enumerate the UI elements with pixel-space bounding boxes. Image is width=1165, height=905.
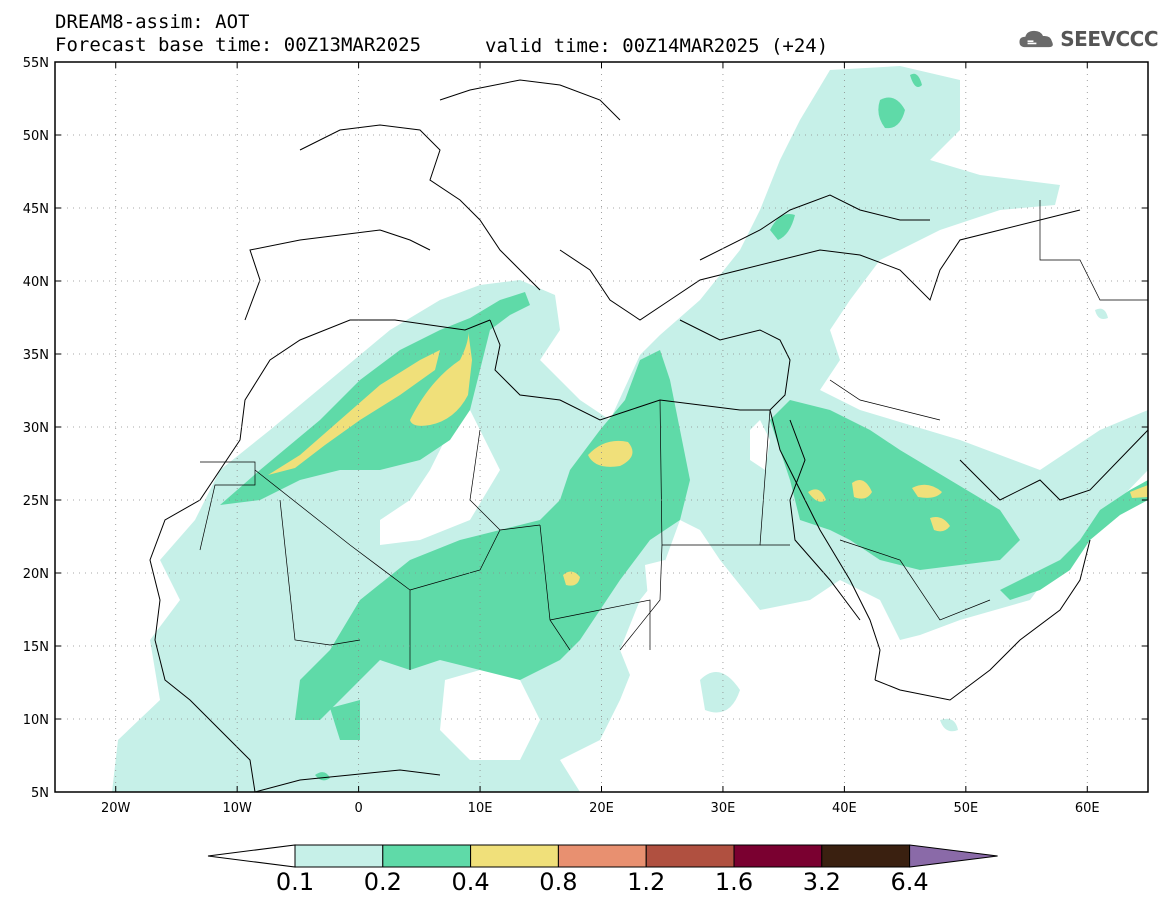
lat-label: 20N: [23, 567, 49, 582]
forecast-base-time: Forecast base time: 00Z13MAR2025: [55, 34, 422, 56]
lat-label: 5N: [31, 786, 49, 801]
lon-label: 0: [354, 801, 362, 816]
lon-label: 50E: [953, 801, 978, 816]
logo-text: SEEVCCC: [1060, 27, 1158, 51]
lon-label: 60E: [1075, 801, 1100, 816]
valid-time: valid time: 00Z14MAR2025 (+24): [485, 35, 829, 57]
lat-label: 35N: [23, 348, 49, 363]
colorbar-label: 0.4: [451, 868, 490, 896]
colorbar-segment: [470, 844, 559, 868]
colorbar-label: 0.1: [275, 868, 315, 896]
colorbar-segment: [557, 844, 647, 868]
colorbar-over-triangle: [909, 844, 998, 868]
coastlines: [149, 79, 1148, 792]
colorbar-label: 1.6: [714, 868, 754, 896]
colorbar: [207, 844, 998, 868]
colorbar-label: 0.8: [539, 868, 578, 896]
lon-label: 20W: [101, 801, 131, 816]
lon-label: 20E: [589, 801, 614, 816]
lat-label: 10N: [23, 713, 49, 728]
colorbar-segment: [294, 844, 384, 868]
map-title: DREAM8-assim: AOT: [55, 11, 250, 33]
lat-lon-grid: [55, 62, 1148, 792]
country-borders: [199, 200, 1148, 670]
lat-label: 30N: [23, 421, 49, 436]
lon-label: 10W: [222, 801, 252, 816]
seevccc-logo: SEEVCCC: [1018, 22, 1158, 56]
colorbar-segment: [382, 844, 472, 868]
lat-label: 45N: [23, 202, 49, 217]
colorbar-label: 1.2: [627, 868, 666, 896]
lon-label: 30E: [711, 801, 736, 816]
colorbar-segment: [645, 844, 735, 868]
lat-label: 25N: [23, 494, 49, 509]
aot-below-0-1: [370, 410, 770, 792]
colorbar-label: 6.4: [890, 868, 929, 896]
axis-ticks: 55N 50N 45N 40N 35N 30N 25N 20N 15N 10N 5N 20W 10W 0 1…: [23, 56, 1148, 816]
colorbar-label: 3.2: [802, 868, 841, 896]
lat-label: 50N: [23, 129, 49, 144]
aot-level-0-4: [268, 330, 1148, 586]
map-frame: [54, 61, 1149, 793]
colorbar-segment: [821, 844, 911, 868]
cloud-icon: [1019, 30, 1053, 48]
lon-label: 40E: [832, 801, 857, 816]
lat-label: 40N: [23, 275, 49, 290]
lat-label: 15N: [23, 640, 49, 655]
colorbar-segment: [733, 844, 823, 868]
lat-label: 55N: [23, 56, 49, 71]
colorbar-label: 0.2: [363, 868, 402, 896]
lon-label: 10E: [468, 801, 493, 816]
aot-field: [112, 66, 1148, 792]
colorbar-under-triangle: [207, 844, 296, 868]
